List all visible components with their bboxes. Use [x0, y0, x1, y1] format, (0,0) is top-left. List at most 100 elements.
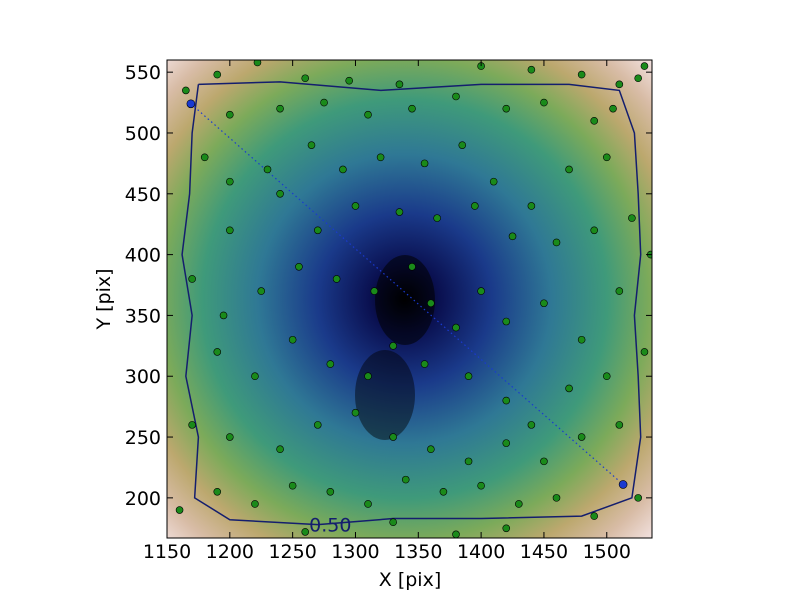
point	[515, 500, 523, 508]
point	[257, 287, 266, 295]
y-tick-label: 450	[125, 184, 161, 206]
point	[364, 110, 372, 119]
point	[640, 62, 649, 70]
point	[477, 287, 485, 295]
point	[565, 165, 573, 174]
point	[634, 74, 642, 83]
x-tick-label: 1350	[394, 541, 442, 563]
point	[345, 76, 353, 85]
point	[326, 487, 335, 496]
y-tick-label: 350	[125, 305, 161, 327]
point	[276, 445, 284, 454]
point	[295, 262, 303, 271]
point	[502, 524, 511, 533]
point	[433, 214, 441, 222]
point	[640, 348, 649, 356]
point	[439, 487, 448, 496]
point	[427, 299, 435, 308]
point	[320, 98, 328, 107]
contour-line	[181, 81, 642, 526]
point	[226, 226, 234, 235]
point	[351, 202, 360, 210]
point	[615, 287, 624, 295]
point	[395, 208, 404, 216]
point	[364, 500, 372, 508]
point	[452, 92, 460, 101]
point	[408, 262, 416, 271]
point	[226, 177, 234, 186]
point	[502, 104, 511, 113]
point	[213, 487, 222, 496]
point	[188, 421, 196, 429]
point	[276, 104, 284, 113]
y-tick-label: 550	[125, 62, 161, 84]
x-tick-label: 1400	[457, 541, 505, 563]
point	[251, 372, 259, 381]
point	[389, 518, 397, 526]
point	[420, 159, 429, 168]
point	[458, 141, 467, 149]
x-tick-label: 1450	[520, 541, 568, 563]
y-tick-label: 300	[125, 366, 161, 388]
point	[502, 317, 511, 326]
x-tick-label: 1150	[143, 541, 191, 563]
point	[389, 433, 397, 441]
point	[276, 189, 284, 198]
point	[253, 60, 262, 67]
point	[370, 287, 379, 295]
point	[602, 372, 611, 381]
plot-area	[175, 60, 652, 538]
point	[452, 530, 460, 538]
point	[615, 80, 624, 89]
path-endpoint	[186, 99, 196, 109]
point	[577, 335, 586, 344]
point	[540, 299, 548, 308]
point	[313, 421, 322, 429]
point	[226, 433, 234, 441]
point	[226, 110, 234, 119]
point	[420, 360, 429, 368]
point	[219, 311, 228, 320]
point	[326, 360, 335, 368]
point	[602, 153, 611, 162]
point	[609, 104, 617, 113]
point	[175, 506, 184, 514]
point	[590, 226, 599, 235]
point	[313, 226, 322, 235]
point	[288, 335, 297, 344]
point	[251, 500, 259, 508]
point	[577, 433, 586, 441]
point	[263, 165, 272, 174]
point	[508, 232, 517, 241]
x-tick-label: 1250	[268, 541, 316, 563]
point	[213, 70, 222, 79]
point	[565, 384, 573, 393]
axes: 1150 1200 1250 1300 1350 1400 1450 1500 200 250 30…	[125, 60, 652, 563]
path-line	[190, 103, 624, 485]
point	[540, 457, 548, 466]
point	[471, 202, 479, 210]
point	[464, 457, 473, 466]
point	[527, 202, 536, 210]
point	[301, 74, 310, 83]
y-tick-label: 400	[125, 245, 161, 267]
point	[200, 153, 209, 162]
point	[489, 177, 498, 186]
y-tick-label: 200	[125, 488, 161, 510]
x-axis-label: X [pix]	[379, 569, 441, 591]
point	[408, 104, 416, 113]
point	[182, 86, 190, 95]
heatmap	[167, 60, 652, 538]
x-tick-label: 1200	[206, 541, 254, 563]
point	[332, 275, 341, 283]
x-tick-label: 1300	[331, 541, 379, 563]
point	[527, 65, 536, 74]
point	[615, 421, 624, 429]
y-tick-label: 500	[125, 123, 161, 145]
point	[389, 342, 397, 350]
point	[301, 528, 310, 536]
point	[577, 70, 586, 79]
point	[452, 323, 460, 332]
point	[502, 439, 511, 447]
